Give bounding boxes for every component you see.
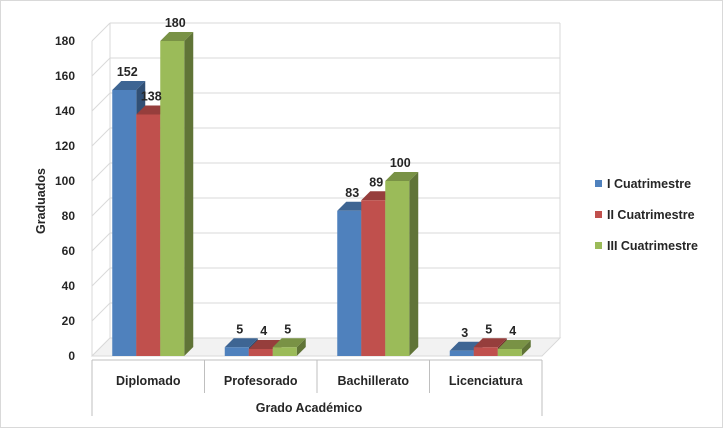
gridline-diagonal	[91, 22, 111, 42]
legend-label: I Cuatrimestre	[607, 177, 691, 191]
legend-swatch	[595, 180, 602, 187]
gridline-diagonal	[91, 267, 111, 287]
gridline-diagonal	[91, 232, 111, 252]
category-label: Bachillerato	[337, 374, 409, 388]
gridline-diagonal	[91, 162, 111, 182]
gridline-diagonal	[91, 92, 111, 112]
y-axis-title: Graduados	[34, 168, 48, 234]
bars	[112, 32, 531, 356]
y-tick-label: 20	[62, 314, 76, 328]
data-label: 5	[284, 322, 291, 336]
gridline-diagonal	[91, 57, 111, 77]
y-tick-label: 180	[55, 34, 75, 48]
data-label: 5	[485, 322, 492, 336]
data-label: 5	[236, 322, 243, 336]
data-label: 100	[390, 156, 411, 170]
y-tick-label: 40	[62, 279, 76, 293]
y-tick-label: 0	[68, 349, 75, 363]
y-tick-label: 140	[55, 104, 75, 118]
y-tick-label: 120	[55, 139, 75, 153]
legend-swatch	[595, 211, 602, 218]
y-tick-label: 60	[62, 244, 76, 258]
gridline-diagonal	[91, 302, 111, 322]
axes-frame	[90, 23, 562, 416]
gridline-diagonal	[91, 127, 111, 147]
data-label: 138	[141, 90, 162, 104]
data-label: 4	[260, 324, 267, 338]
bar	[272, 338, 306, 356]
y-axis-ticks: 0 20 40 60 80 100 120 140 160 180	[55, 34, 75, 363]
gridline-diagonal	[91, 197, 111, 217]
legend-label: III Cuatrimestre	[607, 239, 698, 253]
category-label: Diplomado	[116, 374, 181, 388]
legend-swatch	[595, 242, 602, 249]
legend-label: II Cuatrimestre	[607, 208, 695, 222]
data-label: 180	[165, 16, 186, 30]
y-tick-label: 80	[62, 209, 76, 223]
y-tick-label: 160	[55, 69, 75, 83]
x-axis-categories: Diplomado Profesorado Bachillerato Licencia…	[116, 374, 524, 388]
data-label: 83	[345, 186, 359, 200]
data-label: 4	[509, 324, 516, 338]
category-label: Profesorado	[224, 374, 298, 388]
bar	[160, 32, 194, 356]
bar	[497, 340, 531, 356]
data-label: 152	[117, 65, 138, 79]
bar	[385, 172, 419, 356]
data-label: 89	[369, 175, 383, 189]
x-axis-title: Grado Académico	[256, 401, 363, 415]
category-label: Licenciatura	[449, 374, 524, 388]
data-label: 3	[461, 326, 468, 340]
y-tick-label: 100	[55, 174, 75, 188]
legend: I Cuatrimestre II Cuatrimestre III Cuatrim…	[595, 177, 698, 253]
